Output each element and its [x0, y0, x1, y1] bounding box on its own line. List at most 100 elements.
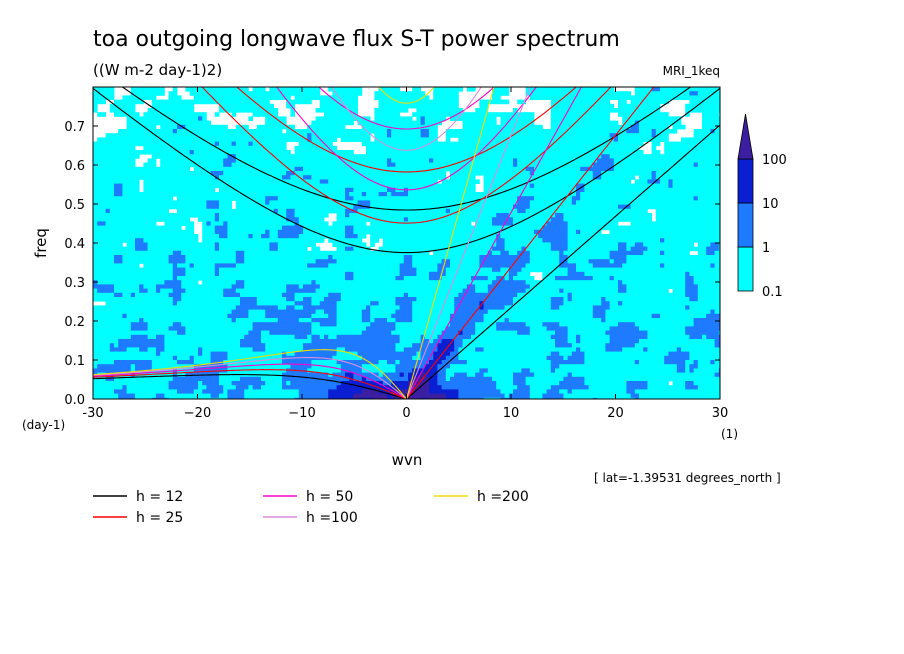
heatmap-cell: [693, 108, 699, 113]
heatmap-cell: [324, 204, 329, 210]
heatmap-cell: [655, 116, 661, 121]
heatmap-cell: [256, 196, 262, 201]
heatmap-cell: [697, 221, 703, 226]
heatmap-cell: [655, 112, 661, 117]
heatmap-cell: [580, 208, 585, 214]
heatmap-cell: [130, 225, 136, 231]
heatmap-cell: [248, 171, 253, 176]
heatmap-cell: [613, 221, 619, 226]
heatmap-cell: [227, 95, 232, 100]
heatmap-cell: [626, 196, 631, 201]
heatmap-cell: [525, 175, 531, 180]
heatmap-cell: [634, 229, 640, 235]
heatmap-cell: [697, 217, 703, 222]
heatmap-cell: [517, 158, 522, 163]
heatmap-cell: [336, 234, 342, 239]
heatmap-cell: [332, 166, 337, 172]
heatmap-cell: [349, 234, 354, 239]
heatmap-cell: [143, 171, 148, 176]
heatmap-cell: [307, 162, 312, 168]
heatmap-cell: [202, 124, 207, 130]
heatmap-cell: [336, 171, 342, 176]
heatmap-cell: [252, 162, 258, 168]
heatmap-cell: [206, 213, 211, 218]
heatmap-cell: [584, 187, 589, 193]
heatmap-cell: [613, 196, 619, 201]
heatmap-cell: [336, 192, 342, 197]
heatmap-cell: [450, 221, 455, 226]
heatmap-cell: [605, 192, 610, 197]
heatmap-cell: [664, 200, 669, 205]
heatmap-cell: [660, 200, 665, 205]
heatmap-cell: [206, 192, 211, 197]
heatmap-cell: [487, 150, 493, 155]
heatmap-cell: [538, 87, 543, 92]
heatmap-cell: [151, 158, 157, 163]
heatmap-cell: [139, 171, 144, 176]
heatmap-cell: [303, 99, 308, 105]
heatmap-cell: [206, 137, 211, 142]
heatmap-cell: [202, 196, 207, 201]
heatmap-cell: [500, 137, 505, 142]
heatmap-cell: [248, 204, 253, 210]
heatmap-cell: [391, 175, 396, 180]
heatmap-cell: [206, 200, 211, 205]
heatmap-cell: [592, 187, 598, 193]
heatmap-cell: [609, 183, 615, 189]
heatmap-cell: [206, 234, 211, 239]
heatmap-cell: [269, 196, 274, 201]
heatmap-cell: [592, 103, 598, 109]
heatmap-cell: [177, 187, 182, 193]
heatmap-cell: [160, 124, 165, 130]
heatmap-cell: [597, 183, 602, 189]
heatmap-cell: [130, 108, 136, 113]
heatmap-cell: [126, 204, 132, 210]
heatmap-cell: [185, 200, 190, 205]
heatmap-cell: [706, 87, 711, 92]
heatmap-cell: [282, 87, 287, 92]
heatmap-cell: [151, 145, 157, 151]
heatmap-cell: [441, 208, 447, 214]
heatmap-cell: [395, 116, 400, 121]
heatmap-cell: [286, 192, 291, 197]
heatmap-cell: [710, 158, 715, 163]
heatmap-cell: [664, 183, 669, 189]
heatmap-cell: [181, 141, 186, 147]
heatmap-cell: [433, 192, 438, 197]
heatmap-cell: [508, 162, 514, 168]
heatmap-cell: [408, 221, 413, 226]
heatmap-cell: [248, 145, 253, 151]
heatmap-cell: [240, 221, 245, 226]
heatmap-cell: [156, 238, 161, 243]
heatmap-cell: [655, 120, 661, 126]
heatmap-cell: [584, 158, 589, 163]
heatmap-cell: [198, 129, 203, 134]
heatmap-cell: [139, 229, 144, 235]
heatmap-cell: [475, 200, 480, 205]
heatmap-cell: [567, 133, 573, 138]
heatmap-cell: [580, 91, 585, 96]
heatmap-cell: [639, 129, 644, 134]
heatmap-cell: [693, 150, 699, 155]
heatmap-cell: [605, 208, 610, 214]
heatmap-cell: [294, 166, 300, 172]
heatmap-cell: [487, 158, 493, 163]
heatmap-cell: [433, 129, 438, 134]
heatmap-cell: [101, 175, 106, 180]
heatmap-cell: [496, 158, 501, 163]
heatmap-cell: [618, 238, 623, 243]
heatmap-cell: [639, 187, 644, 193]
heatmap-cell: [374, 154, 379, 159]
heatmap-cell: [630, 234, 636, 239]
heatmap-cell: [382, 124, 388, 130]
heatmap-cell: [395, 221, 400, 226]
heatmap-cell: [282, 145, 287, 151]
heatmap-cell: [382, 99, 388, 105]
heatmap-cell: [571, 103, 577, 109]
heatmap-cell: [479, 112, 484, 117]
heatmap-cell: [336, 158, 342, 163]
heatmap-cell: [458, 179, 463, 184]
heatmap-cell: [702, 208, 707, 214]
heatmap-cell: [563, 217, 568, 222]
heatmap-cell: [387, 225, 392, 231]
